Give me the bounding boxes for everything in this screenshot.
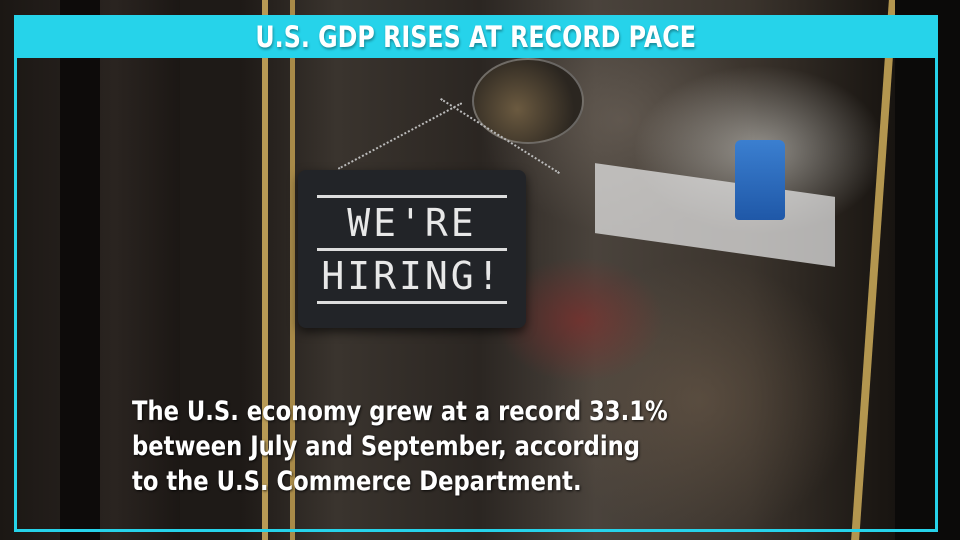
- sign-rule: [317, 194, 507, 198]
- door-frame: [180, 0, 240, 540]
- caption-line: to the U.S. Commerce Department.: [132, 466, 582, 497]
- sign-rule: [317, 300, 507, 304]
- hiring-sign: WE'RE HIRING!: [298, 170, 526, 328]
- door-frame: [60, 0, 100, 540]
- caption: The U.S. economy grew at a record 33.1% …: [132, 394, 668, 499]
- hanging-terrarium: [472, 58, 584, 144]
- accent-frame: [14, 56, 938, 532]
- door-frame: [895, 0, 960, 540]
- sign-rule: [317, 247, 507, 251]
- brass-rail: [262, 0, 268, 540]
- sign-text: HIRING!: [321, 253, 503, 298]
- sign-text: WE'RE: [347, 200, 477, 245]
- caption-line: between July and September, according: [132, 431, 640, 462]
- caption-line: The U.S. economy grew at a record 33.1%: [132, 396, 668, 427]
- headline: U.S. GDP RISES AT RECORD PACE: [255, 19, 697, 54]
- headline-bar: U.S. GDP RISES AT RECORD PACE: [14, 15, 938, 58]
- cleaner-bottle: [735, 140, 785, 220]
- brass-rail: [290, 0, 295, 540]
